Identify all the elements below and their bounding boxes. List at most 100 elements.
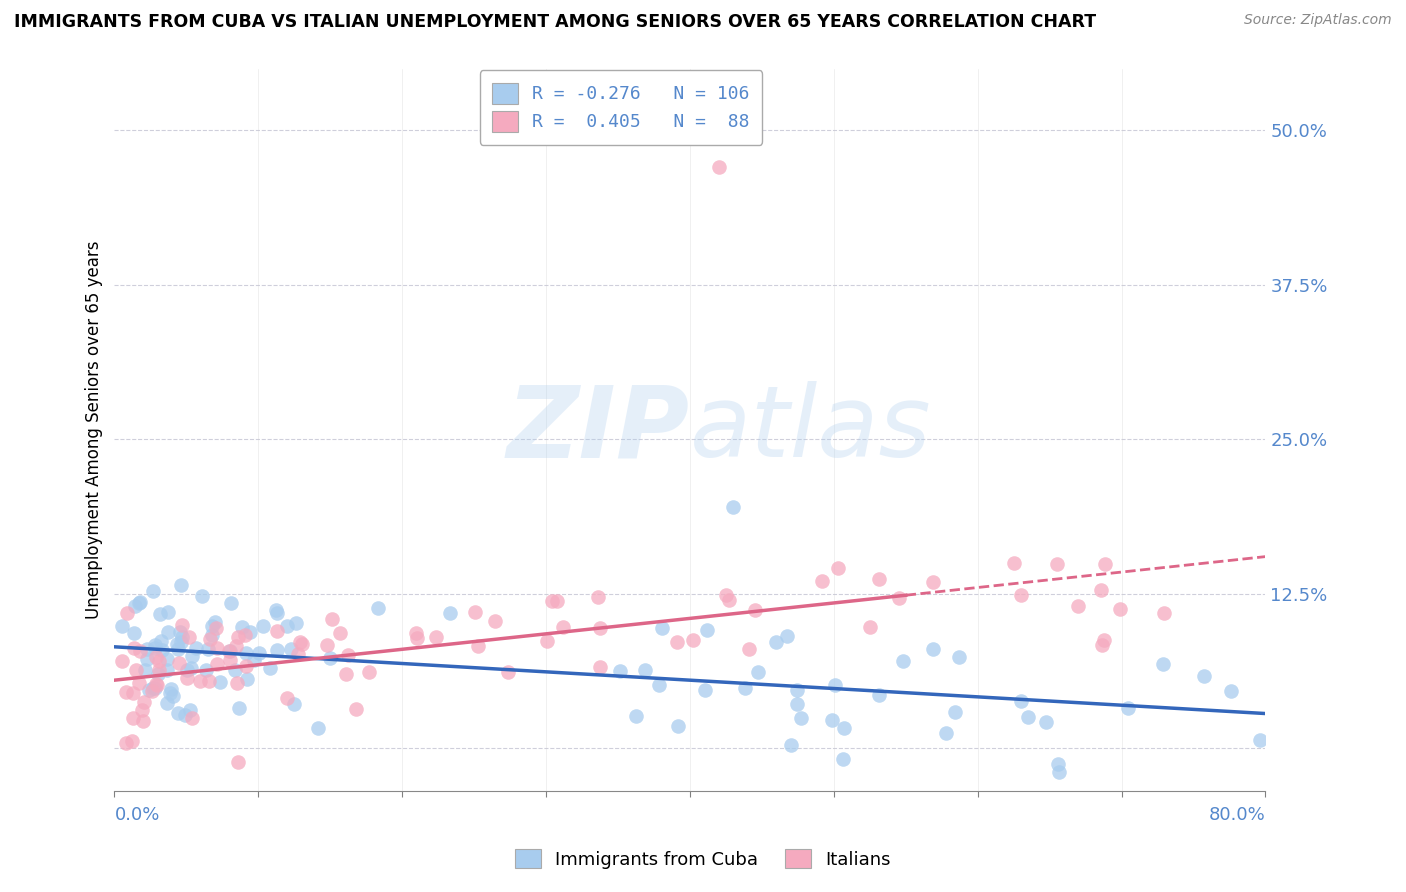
Point [173, 708, 195, 723]
Point [589, 660, 612, 674]
Point [765, 635, 787, 649]
Point [176, 663, 198, 677]
Point [406, 631, 429, 645]
Point [790, 711, 813, 725]
Text: 80.0%: 80.0% [1209, 806, 1265, 824]
Point [1047, 756, 1070, 771]
Point [695, 682, 717, 697]
Point [242, 652, 264, 666]
Point [143, 681, 166, 695]
Point [188, 674, 211, 689]
Point [283, 698, 305, 712]
Point [145, 649, 167, 664]
Point [747, 665, 769, 679]
Point [252, 618, 274, 632]
Point [247, 646, 270, 660]
Point [160, 681, 183, 696]
Point [1066, 599, 1088, 613]
Point [868, 573, 890, 587]
Point [1194, 669, 1216, 683]
Y-axis label: Unemployment Among Seniors over 65 years: Unemployment Among Seniors over 65 years [86, 241, 103, 619]
Point [633, 663, 655, 677]
Point [887, 591, 910, 605]
Point [738, 642, 761, 657]
Point [201, 618, 224, 632]
Point [780, 738, 803, 752]
Point [586, 590, 609, 604]
Point [134, 663, 156, 677]
Point [132, 695, 155, 709]
Point [146, 678, 169, 692]
Point [259, 661, 281, 675]
Point [1091, 638, 1114, 652]
Point [131, 703, 153, 717]
Point [169, 624, 191, 639]
Point [682, 633, 704, 648]
Point [205, 621, 228, 635]
Point [307, 721, 329, 735]
Point [721, 500, 744, 515]
Point [197, 642, 219, 657]
Point [180, 710, 202, 724]
Point [149, 607, 172, 621]
Point [666, 719, 689, 733]
Legend: Immigrants from Cuba, Italians: Immigrants from Cuba, Italians [508, 842, 898, 876]
Point [786, 683, 808, 698]
Point [138, 683, 160, 698]
Point [170, 618, 193, 632]
Point [142, 584, 165, 599]
Point [714, 588, 737, 602]
Point [319, 651, 342, 665]
Point [541, 594, 564, 608]
Point [162, 689, 184, 703]
Point [125, 663, 148, 677]
Point [115, 606, 138, 620]
Point [1092, 632, 1115, 647]
Point [1094, 557, 1116, 571]
Point [115, 684, 138, 698]
Point [266, 624, 288, 639]
Point [546, 594, 568, 608]
Point [290, 634, 312, 648]
Point [157, 624, 180, 639]
Point [231, 620, 253, 634]
Point [146, 667, 169, 681]
Point [122, 711, 145, 725]
Point [169, 656, 191, 670]
Point [205, 657, 228, 672]
Point [536, 634, 558, 648]
Point [1116, 701, 1139, 715]
Point [1109, 602, 1132, 616]
Point [921, 641, 943, 656]
Point [744, 603, 766, 617]
Point [235, 646, 257, 660]
Point [155, 651, 177, 665]
Point [218, 653, 240, 667]
Point [110, 654, 132, 668]
Point [205, 641, 228, 656]
Point [425, 630, 447, 644]
Point [922, 575, 945, 590]
Point [224, 663, 246, 677]
Text: Source: ZipAtlas.com: Source: ZipAtlas.com [1244, 13, 1392, 28]
Point [1002, 556, 1025, 570]
Point [142, 681, 165, 695]
Point [859, 620, 882, 634]
Point [135, 641, 157, 656]
Point [1249, 733, 1271, 747]
Point [291, 637, 314, 651]
Point [228, 701, 250, 715]
Point [233, 628, 256, 642]
Point [1035, 715, 1057, 730]
Point [191, 589, 214, 603]
Point [868, 689, 890, 703]
Point [1010, 694, 1032, 708]
Point [811, 574, 834, 589]
Point [707, 161, 730, 175]
Point [226, 630, 249, 644]
Point [276, 618, 298, 632]
Point [316, 638, 339, 652]
Point [141, 683, 163, 698]
Point [1017, 710, 1039, 724]
Text: atlas: atlas [690, 382, 932, 478]
